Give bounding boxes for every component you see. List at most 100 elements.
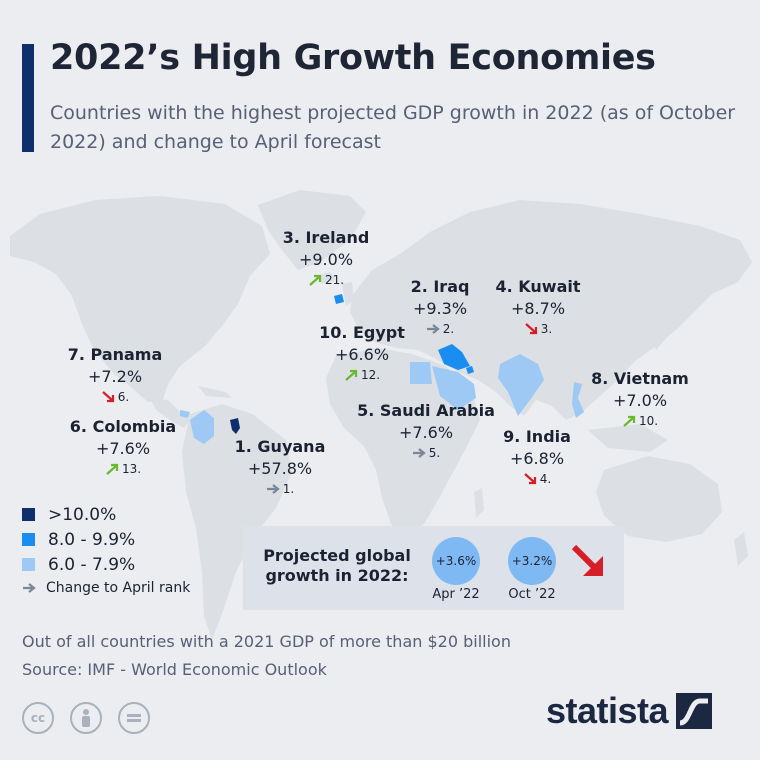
country-panama (180, 410, 190, 418)
arrow-up-icon (106, 463, 119, 475)
country-growth: +9.3% (412, 299, 468, 318)
legend-item: 8.0 - 9.9% (22, 527, 190, 552)
arrow-down-icon (524, 473, 536, 485)
country-name: 5. Saudi Arabia (357, 401, 495, 420)
north-america (10, 196, 270, 402)
country-guyana (230, 418, 240, 434)
country-growth: +6.8% (509, 449, 565, 468)
label-kuwait: 4. Kuwait +8.7% 3. (486, 276, 590, 338)
country-egypt (410, 362, 432, 384)
arrow-right-icon (412, 448, 426, 458)
statista-wordmark: statista (546, 690, 669, 731)
label-guyana: 1. Guyana +57.8% 1. (228, 436, 332, 498)
no-derivatives-icon[interactable] (118, 702, 150, 734)
new-zealand (734, 532, 748, 566)
country-name: 2. Iraq (410, 277, 470, 296)
country-growth: +8.7% (510, 299, 566, 318)
country-name: 4. Kuwait (495, 277, 581, 296)
arrow-up-icon (623, 415, 636, 427)
country-growth: +6.6% (334, 345, 390, 364)
country-name: 10. Egypt (319, 323, 405, 342)
april-rank: 6. (117, 390, 130, 404)
country-name: 7. Panama (67, 345, 163, 364)
title-accent-bar (22, 44, 34, 152)
april-rank: 10. (638, 414, 659, 428)
arrow-up-icon (345, 369, 358, 381)
attribution-icon[interactable] (70, 702, 102, 734)
statista-logo[interactable]: statista (546, 690, 713, 732)
legend-note: Change to April rank (22, 577, 190, 599)
global-growth-box: Projected global growth in 2022: +3.6% A… (243, 526, 624, 610)
arrow-right-icon (426, 324, 440, 334)
legend-swatch-light (22, 558, 35, 571)
footnote-source: Source: IMF - World Economic Outlook (22, 660, 327, 679)
central-america (150, 398, 190, 428)
country-growth: +7.6% (95, 439, 151, 458)
page-title: 2022’s High Growth Economies (50, 38, 656, 78)
country-name: 6. Colombia (69, 417, 177, 436)
arrow-right-icon (266, 484, 280, 494)
footnote-note: Out of all countries with a 2021 GDP of … (22, 632, 511, 651)
country-vietnam (572, 382, 584, 418)
se-asia-islands (588, 424, 668, 452)
great-britain (342, 282, 354, 306)
country-growth: +7.0% (612, 391, 668, 410)
legend-label: 6.0 - 7.9% (48, 554, 136, 575)
page-subtitle: Countries with the highest projected GDP… (50, 102, 736, 153)
country-growth: +57.8% (247, 459, 313, 478)
label-saudi-arabia: 5. Saudi Arabia +7.6% 5. (356, 400, 496, 462)
bubble-october: +3.2% (508, 537, 556, 585)
bubble-april-label: Apr ’22 (432, 587, 480, 602)
country-name: 9. India (503, 427, 571, 446)
country-saudi-arabia (432, 366, 476, 410)
april-rank: 21. (324, 273, 345, 287)
april-rank: 2. (442, 322, 455, 336)
global-growth-label: Projected global growth in 2022: (263, 546, 411, 585)
country-india (498, 354, 544, 416)
label-egypt: 10. Egypt +6.6% 12. (310, 322, 414, 384)
footnote: Out of all countries with a 2021 GDP of … (22, 628, 511, 684)
arrow-down-icon (571, 544, 603, 576)
label-vietnam: 8. Vietnam +7.0% 10. (586, 368, 694, 430)
greenland (258, 190, 366, 270)
label-panama: 7. Panama +7.2% 6. (60, 344, 170, 406)
arrow-down-icon (102, 391, 114, 403)
country-kuwait (466, 366, 474, 374)
creative-commons-icon[interactable]: cc (22, 702, 54, 734)
legend-swatch-dark (22, 508, 35, 521)
april-rank: 3. (540, 322, 553, 336)
country-growth: +7.2% (87, 367, 143, 386)
legend-note-text: Change to April rank (46, 580, 191, 596)
label-iraq: 2. Iraq +9.3% 2. (395, 276, 485, 338)
label-ireland: 3. Ireland +9.0% 21. (270, 227, 382, 289)
land-masses (10, 190, 752, 640)
statista-logo-icon (676, 693, 713, 729)
arrow-up-icon (309, 274, 322, 286)
country-name: 8. Vietnam (591, 369, 689, 388)
april-rank: 13. (121, 462, 142, 476)
legend-swatch-mid (22, 533, 35, 546)
arrow-right-icon (23, 583, 36, 593)
legend-item: 6.0 - 7.9% (22, 552, 190, 577)
country-growth: +9.0% (298, 250, 354, 269)
april-rank: 12. (360, 368, 381, 382)
country-name: 1. Guyana (234, 437, 326, 456)
madagascar (474, 488, 484, 518)
country-colombia (190, 410, 214, 444)
map-legend: >10.0% 8.0 - 9.9% 6.0 - 7.9% Change to A… (22, 502, 190, 599)
caribbean-islands (198, 386, 232, 398)
japan (650, 320, 668, 350)
label-india: 9. India +6.8% 4. (490, 426, 584, 488)
legend-label: >10.0% (48, 504, 117, 525)
country-ireland (334, 294, 344, 304)
arrow-down-icon (525, 323, 537, 335)
legend-item: >10.0% (22, 502, 190, 527)
label-colombia: 6. Colombia +7.6% 13. (64, 416, 182, 478)
april-rank: 5. (428, 446, 441, 460)
april-rank: 4. (539, 472, 552, 486)
south-america (182, 404, 292, 640)
country-name: 3. Ireland (282, 228, 370, 247)
country-growth: +7.6% (398, 423, 454, 442)
legend-label: 8.0 - 9.9% (48, 529, 136, 550)
